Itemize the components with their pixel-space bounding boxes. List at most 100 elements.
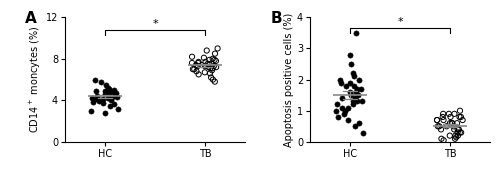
Point	[350, 103, 358, 106]
Point	[102, 111, 110, 114]
Point	[438, 116, 446, 118]
Point	[433, 119, 441, 121]
Point	[453, 122, 461, 125]
Point	[456, 116, 464, 118]
Point	[108, 94, 116, 97]
Point	[344, 119, 352, 121]
Point	[90, 101, 98, 104]
Point	[88, 97, 96, 100]
Point	[344, 106, 352, 109]
Point	[439, 112, 447, 115]
Point	[95, 100, 103, 103]
Point	[445, 112, 453, 115]
Point	[332, 103, 340, 106]
Point	[99, 102, 107, 105]
Point	[190, 68, 198, 71]
Point	[350, 84, 358, 87]
Point	[96, 99, 104, 102]
Point	[446, 116, 454, 118]
Point	[351, 125, 359, 128]
Point	[102, 90, 110, 92]
Point	[207, 76, 215, 79]
Point	[104, 86, 112, 89]
Point	[338, 106, 346, 109]
Point	[201, 65, 209, 67]
Point	[446, 134, 454, 137]
Point	[205, 63, 213, 65]
Point	[102, 83, 110, 86]
Point	[434, 125, 442, 128]
Point	[101, 93, 109, 95]
Point	[206, 72, 214, 75]
Point	[346, 94, 354, 97]
Point	[106, 104, 114, 107]
Y-axis label: CD14$^+$ moncytes (%): CD14$^+$ moncytes (%)	[28, 26, 43, 133]
Point	[352, 91, 360, 93]
Point	[450, 112, 458, 115]
Point	[457, 116, 465, 118]
Point	[110, 89, 118, 91]
Point	[214, 47, 222, 50]
Point	[209, 78, 217, 81]
Point	[192, 70, 200, 73]
Point	[107, 93, 115, 95]
Point	[206, 58, 214, 61]
Point	[336, 81, 344, 84]
Point	[349, 100, 357, 103]
Point	[210, 58, 218, 61]
Point	[358, 88, 366, 90]
Point	[351, 97, 359, 100]
Point	[346, 91, 354, 93]
Point	[192, 64, 200, 66]
Point	[455, 128, 463, 131]
Point	[454, 134, 462, 137]
Point	[352, 31, 360, 34]
Point	[91, 78, 99, 81]
Point	[208, 69, 216, 72]
Point	[104, 97, 112, 100]
Point	[340, 112, 348, 115]
Point	[108, 96, 116, 99]
Point	[354, 88, 362, 90]
Point	[94, 98, 102, 101]
Point	[104, 91, 112, 93]
Point	[202, 49, 210, 52]
Point	[212, 60, 220, 62]
Point	[211, 52, 219, 55]
Point	[208, 67, 216, 70]
Point	[188, 55, 196, 58]
Point	[355, 78, 363, 81]
Point	[98, 80, 106, 83]
Point	[440, 139, 448, 142]
Point	[436, 125, 444, 128]
Point	[438, 137, 446, 140]
Point	[208, 57, 216, 60]
Point	[112, 96, 120, 99]
Point	[336, 78, 344, 81]
Point	[450, 128, 458, 131]
Point	[358, 131, 366, 134]
Point	[440, 119, 448, 121]
Point	[433, 119, 441, 121]
Point	[442, 125, 450, 128]
Point	[450, 125, 458, 128]
Point	[452, 136, 460, 139]
Point	[456, 109, 464, 112]
Point	[202, 61, 209, 63]
Point	[198, 64, 205, 66]
Y-axis label: Apoptosis positive cells (%): Apoptosis positive cells (%)	[284, 12, 294, 147]
Point	[452, 134, 460, 137]
Point	[112, 92, 120, 94]
Text: A: A	[26, 11, 37, 26]
Point	[347, 63, 355, 65]
Point	[448, 122, 456, 125]
Point	[354, 94, 362, 97]
Point	[211, 80, 219, 83]
Point	[454, 128, 462, 131]
Point	[212, 66, 220, 69]
Point	[194, 61, 202, 63]
Text: *: *	[152, 19, 158, 29]
Point	[451, 137, 459, 140]
Point	[106, 95, 114, 98]
Point	[358, 100, 366, 103]
